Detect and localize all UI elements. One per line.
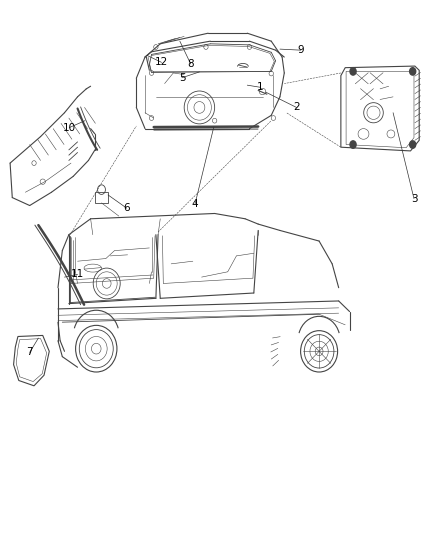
Text: 6: 6 (124, 203, 130, 213)
Text: 12: 12 (155, 58, 168, 67)
Text: 10: 10 (63, 123, 76, 133)
Text: 7: 7 (26, 348, 33, 358)
Text: 1: 1 (257, 82, 264, 92)
Circle shape (410, 141, 416, 148)
Text: 2: 2 (293, 102, 300, 112)
Circle shape (350, 68, 356, 75)
Text: 8: 8 (187, 59, 194, 69)
Text: 3: 3 (411, 193, 417, 204)
Text: 5: 5 (179, 72, 185, 83)
Circle shape (350, 141, 356, 148)
Circle shape (410, 68, 416, 75)
Text: 11: 11 (71, 270, 84, 279)
Text: 9: 9 (297, 45, 304, 55)
Text: 4: 4 (192, 199, 198, 209)
